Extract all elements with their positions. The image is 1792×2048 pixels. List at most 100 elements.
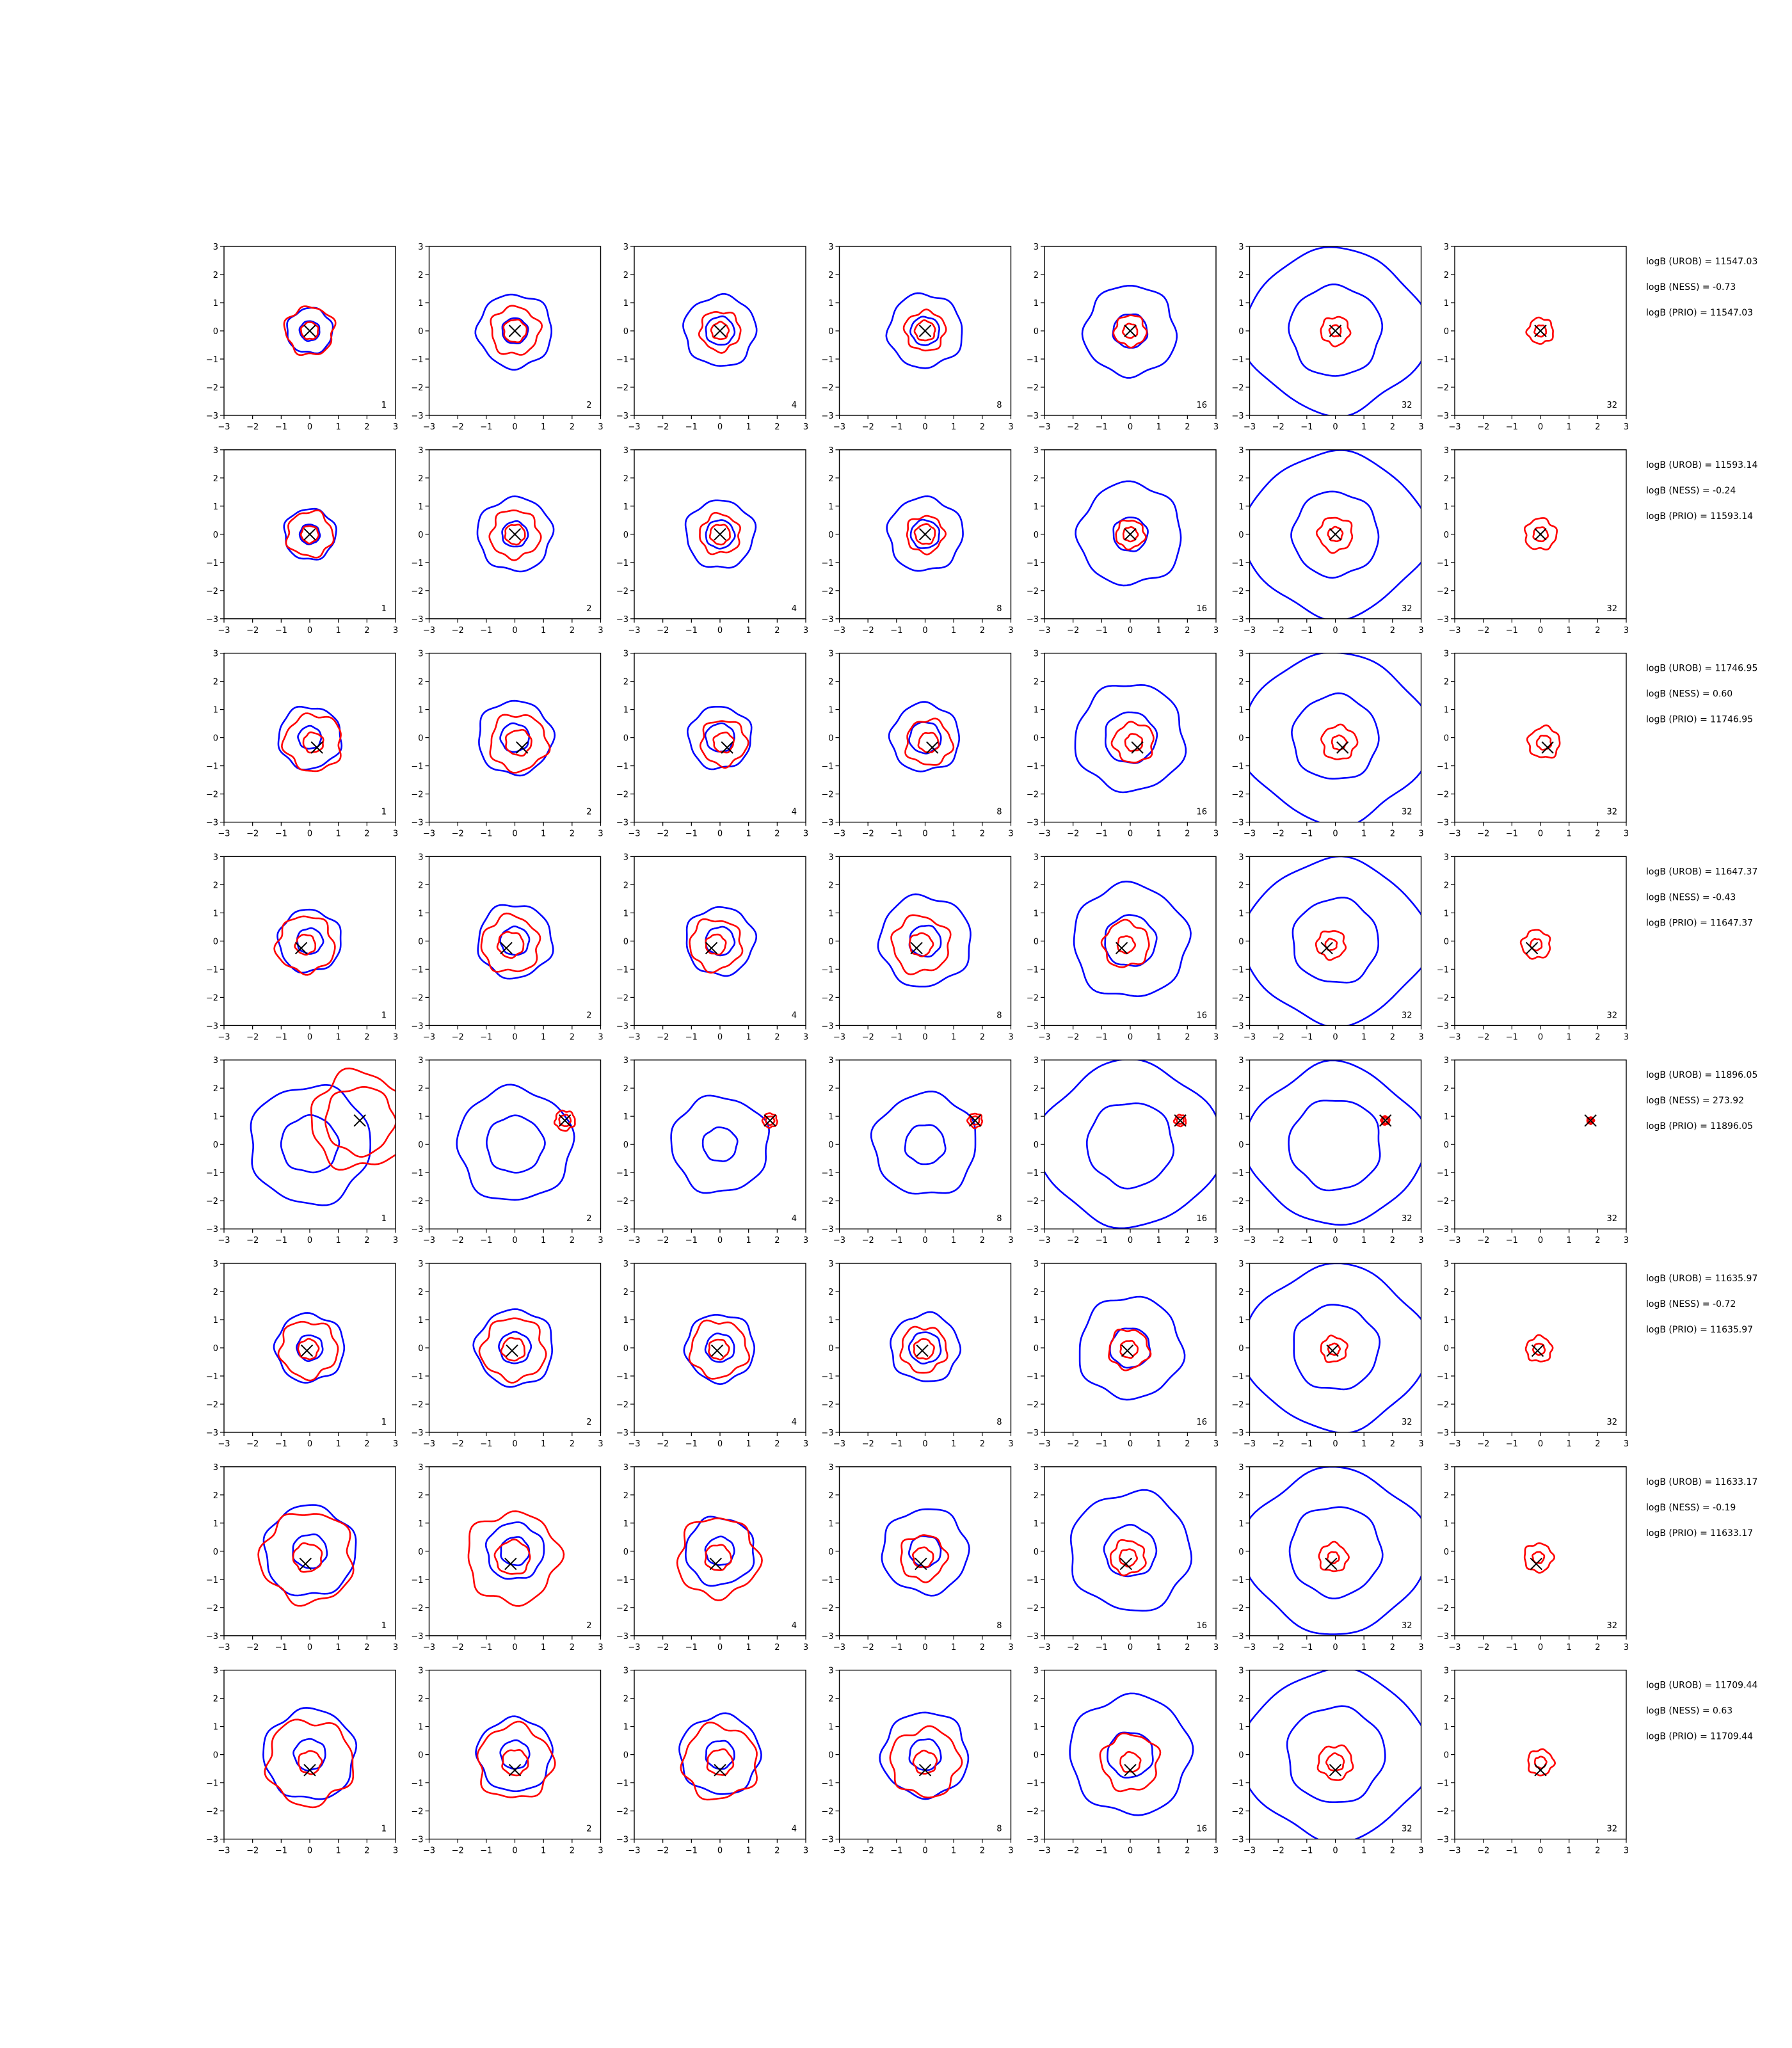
red-contour-inner: [909, 932, 934, 957]
y-tick-label: −1: [1027, 1372, 1039, 1382]
x-tick-label: 2: [1390, 1643, 1395, 1652]
column-label: 32: [1606, 1011, 1617, 1020]
x-tick-label: 1: [1567, 1439, 1572, 1449]
x-tick-label: 1: [951, 1846, 956, 1856]
y-tick-label: 3: [623, 1463, 628, 1473]
y-tick-label: 1: [1444, 1723, 1449, 1732]
x-tick-label: 1: [1156, 1032, 1162, 1042]
x-tick-label: 0: [1128, 626, 1133, 636]
y-tick-label: −3: [1437, 1225, 1449, 1235]
red-contour-outer: [490, 305, 543, 356]
y-tick-label: 1: [1034, 299, 1039, 308]
x-tick-label: −1: [1096, 1032, 1108, 1042]
red-contour-inner: [970, 1115, 980, 1126]
x-tick-label: 3: [598, 626, 603, 636]
y-tick-label: −1: [616, 355, 628, 365]
red-contour-outer: [1318, 1540, 1350, 1572]
y-tick-label: −2: [1027, 1197, 1039, 1206]
y-tick-label: −3: [206, 615, 218, 625]
x-marker: [504, 1557, 517, 1571]
red-contour-outer: [1523, 1542, 1556, 1574]
subplot-r5-c7: −3−3 −2 −2 −1 −1 0 0 1 1 2 2 3 3 32: [1437, 1056, 1629, 1245]
red-contour-outer: [285, 509, 335, 559]
y-tick-label: 2: [418, 1084, 423, 1094]
x-tick-label: 1: [541, 1439, 546, 1449]
y-tick-label: 1: [1238, 909, 1244, 918]
subplot-r6-c6: −3−3 −2 −2 −1 −1 0 0 1 1 2 2 3 3 32: [1231, 1260, 1423, 1449]
x-tick-label: 1: [951, 1439, 956, 1449]
x-tick-label: 2: [774, 422, 780, 432]
column-label: 8: [996, 1825, 1002, 1834]
column-label: 32: [1402, 1621, 1412, 1631]
y-tick-label: −3: [616, 1632, 628, 1642]
column-label: 32: [1606, 1214, 1617, 1224]
y-tick-label: −3: [821, 1428, 833, 1438]
x-tick-label: 0: [1128, 1236, 1133, 1245]
x-tick-label: 2: [1185, 1236, 1190, 1245]
x-tick-label: 2: [980, 1032, 985, 1042]
red-contour-inner: [1324, 938, 1338, 952]
y-tick-label: −2: [1027, 1807, 1039, 1817]
x-tick-label: −3: [628, 626, 640, 636]
red-contour-inner: [504, 524, 526, 546]
annotation-urob: logB (UROB) = 11896.05: [1646, 1070, 1757, 1080]
y-tick-label: −2: [411, 1604, 423, 1613]
y-tick-label: 1: [213, 502, 218, 512]
blue-contour-inner: [280, 1114, 340, 1174]
column-label: 8: [996, 1011, 1002, 1020]
red-contour-outer: [688, 1319, 751, 1380]
y-tick-label: 3: [1444, 1667, 1449, 1676]
x-tick-label: 3: [393, 422, 398, 432]
x-tick-label: 3: [393, 1846, 398, 1856]
x-tick-label: 0: [922, 626, 927, 636]
y-tick-label: −3: [1231, 1225, 1244, 1235]
red-contour-outer: [1110, 721, 1155, 764]
axes-frame: [428, 652, 602, 823]
x-tick-label: −1: [1506, 1846, 1518, 1856]
y-tick-label: −3: [1231, 819, 1244, 828]
y-tick-label: 2: [623, 474, 628, 484]
x-tick-label: 2: [1390, 1439, 1395, 1449]
blue-contour-outer: [1073, 880, 1192, 998]
x-tick-label: −1: [1300, 1846, 1313, 1856]
column-label: 4: [792, 1214, 797, 1224]
x-marker: [303, 324, 316, 337]
y-tick-label: 0: [1238, 1344, 1244, 1354]
x-tick-label: −3: [218, 1236, 230, 1245]
y-tick-label: 2: [1238, 1695, 1244, 1704]
annotation-prio: logB (PRIO) = 11709.44: [1646, 1732, 1753, 1742]
x-tick-label: −3: [423, 1643, 435, 1652]
y-tick-label: 1: [1034, 502, 1039, 512]
x-tick-label: −2: [862, 829, 874, 839]
y-tick-label: 1: [828, 909, 833, 918]
x-marker: [1530, 1557, 1543, 1571]
y-tick-label: 0: [418, 1140, 423, 1150]
x-tick-label: −2: [246, 1846, 259, 1856]
subplot-r6-c4: −3−3 −2 −2 −1 −1 0 0 1 1 2 2 3 3 8: [821, 1260, 1013, 1449]
y-tick-label: 1: [1034, 1112, 1039, 1122]
y-tick-label: 3: [1238, 1260, 1244, 1269]
y-tick-label: 1: [828, 1519, 833, 1529]
blue-contour-inner: [296, 1334, 324, 1362]
subplot-r4-c4: −3−3 −2 −2 −1 −1 0 0 1 1 2 2 3 3 8: [821, 852, 1013, 1042]
y-tick-label: −1: [411, 1372, 423, 1382]
x-marker: [916, 1344, 929, 1357]
y-tick-label: −3: [206, 1428, 218, 1438]
subplot-r5-c4: −3−3 −2 −2 −1 −1 0 0 1 1 2 2 3 3 8: [821, 1056, 1013, 1245]
y-tick-label: 0: [213, 1344, 218, 1354]
red-contour-outer: [680, 1721, 758, 1801]
blue-contour-inner: [1103, 1523, 1158, 1578]
column-label: 32: [1606, 808, 1617, 817]
y-tick-label: −2: [821, 1807, 833, 1817]
x-tick-label: −2: [246, 1032, 259, 1042]
y-tick-label: 3: [1444, 650, 1449, 659]
x-marker: [1534, 1764, 1547, 1777]
y-tick-label: 3: [1444, 243, 1449, 252]
x-tick-label: 0: [512, 626, 517, 636]
y-tick-label: −1: [821, 762, 833, 772]
red-contour-outer: [699, 511, 741, 556]
y-tick-label: 2: [828, 474, 833, 484]
red-contour-outer: [273, 915, 336, 976]
blue-contour-outer: [1075, 480, 1182, 587]
annotation-ness: logB (NESS) = 273.92: [1646, 1096, 1744, 1106]
